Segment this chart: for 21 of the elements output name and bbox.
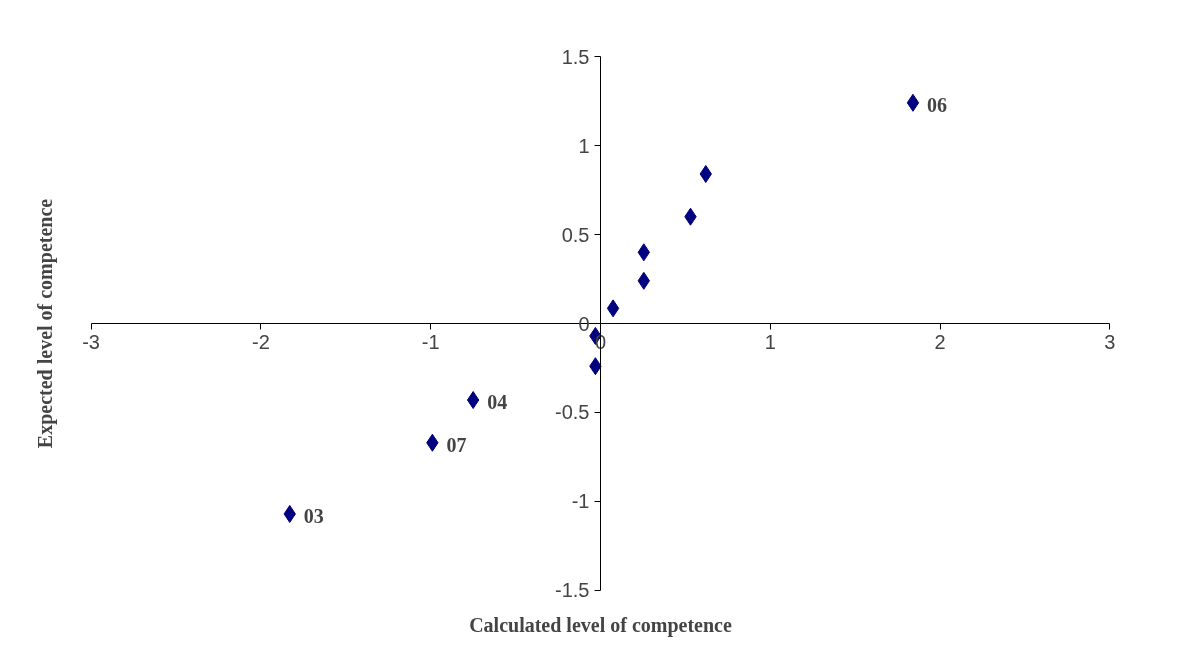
x-tick-label: -3	[82, 330, 100, 353]
annotation: 07	[446, 433, 467, 456]
y-tick-label: 1.5	[561, 45, 590, 68]
y-tick-label: 0.5	[561, 223, 590, 246]
x-tick-label: -1	[421, 330, 440, 353]
point	[606, 299, 620, 318]
annotation: 06	[926, 93, 947, 116]
y-axis-title: Expected level of competence	[33, 198, 57, 449]
annotation: 04	[487, 391, 508, 414]
x-axis-title: Calculated level of competence	[469, 613, 732, 637]
point	[906, 93, 920, 112]
x-tick-label: 3	[1104, 330, 1116, 353]
x-tick-label: -2	[251, 330, 270, 353]
x-tick-label: 2	[934, 330, 946, 353]
y-tick-label: -1.5	[555, 579, 590, 602]
point	[466, 391, 480, 410]
annotation: 03	[303, 504, 324, 527]
y-tick-label: -1	[571, 490, 590, 513]
y-tick-label: -0.5	[555, 401, 590, 424]
x-tick-label: 1	[764, 330, 776, 353]
y-tick-label: 1	[578, 134, 590, 157]
